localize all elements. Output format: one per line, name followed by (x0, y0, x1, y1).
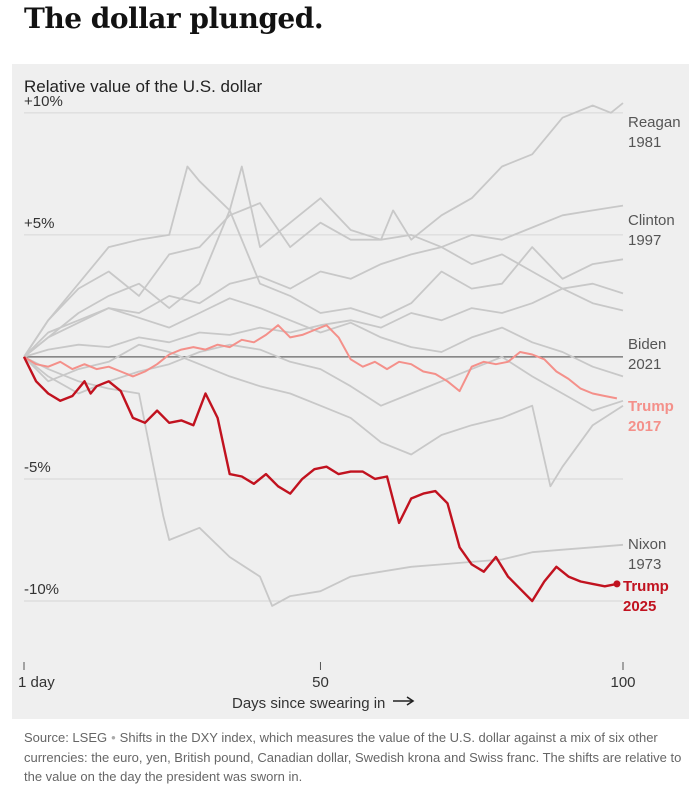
y-tick-label: +10% (24, 93, 63, 110)
series-line-background-b (23, 165, 624, 358)
series-label-clinton-1997: Clinton (628, 212, 675, 229)
series-label-trump-2017: 2017 (628, 418, 661, 435)
series-line-background-c (23, 343, 624, 488)
series-label-biden-2021: Biden (628, 336, 666, 353)
series-line-background-a (23, 165, 624, 358)
series-line-trump-2025 (22, 356, 618, 603)
x-axis: 1 day 50 100 (18, 662, 636, 691)
line-chart: Relative value of the U.S. dollar +10% +5… (18, 77, 681, 712)
chart-panel: Relative value of the U.S. dollar +10% +5… (12, 64, 689, 719)
source-note: Source: LSEG • Shifts in the DXY index, wh… (24, 728, 684, 787)
x-tick-label: 50 (312, 674, 329, 691)
series-line-biden-2021 (23, 287, 624, 358)
x-tick-label: 100 (610, 674, 635, 691)
series-label-reagan-1981: Reagan (628, 114, 681, 131)
series-line-background-d (23, 343, 624, 412)
series-label-biden-2021: 2021 (628, 356, 661, 373)
series-label-trump-2017: Trump (628, 398, 674, 415)
series-label-trump-2025: Trump (623, 578, 669, 595)
x-tick-label: 1 day (18, 674, 55, 691)
source-label: Source: LSEG (24, 730, 108, 745)
series-label-clinton-1997: 1997 (628, 232, 661, 249)
series-line-nixon-1973 (23, 356, 624, 607)
separator-dot: • (111, 730, 116, 745)
chart-subtitle: Relative value of the U.S. dollar (24, 77, 262, 96)
background-series-group (23, 102, 624, 607)
series-line-trump-2017 (23, 324, 618, 400)
series-label-reagan-1981: 1981 (628, 134, 661, 151)
headline: The dollar plunged. (24, 2, 324, 35)
series-label-nixon-1973: Nixon (628, 536, 666, 553)
x-axis-label: Days since swearing in (232, 695, 385, 712)
right-arrow-icon (393, 696, 415, 706)
y-tick-label: -10% (24, 581, 59, 598)
series-line-clinton-1997 (23, 204, 624, 358)
series-label-trump-2025: 2025 (623, 598, 656, 615)
series-label-nixon-1973: 1973 (628, 556, 661, 573)
series-line-reagan-1981 (23, 102, 624, 358)
y-tick-label: +5% (24, 215, 54, 232)
latest-value-dot (613, 580, 621, 588)
series-labels: Reagan 1981 Clinton 1997 Biden 2021 Nixon 1973 T… (623, 114, 681, 615)
grid-lines: +10% +5% -5% -10% (24, 93, 623, 602)
series-line-background-e (23, 297, 624, 378)
methodology-note: Shifts in the DXY index, which measures … (24, 730, 682, 784)
y-tick-label: -5% (24, 459, 51, 476)
highlighted-series-group (22, 324, 621, 603)
